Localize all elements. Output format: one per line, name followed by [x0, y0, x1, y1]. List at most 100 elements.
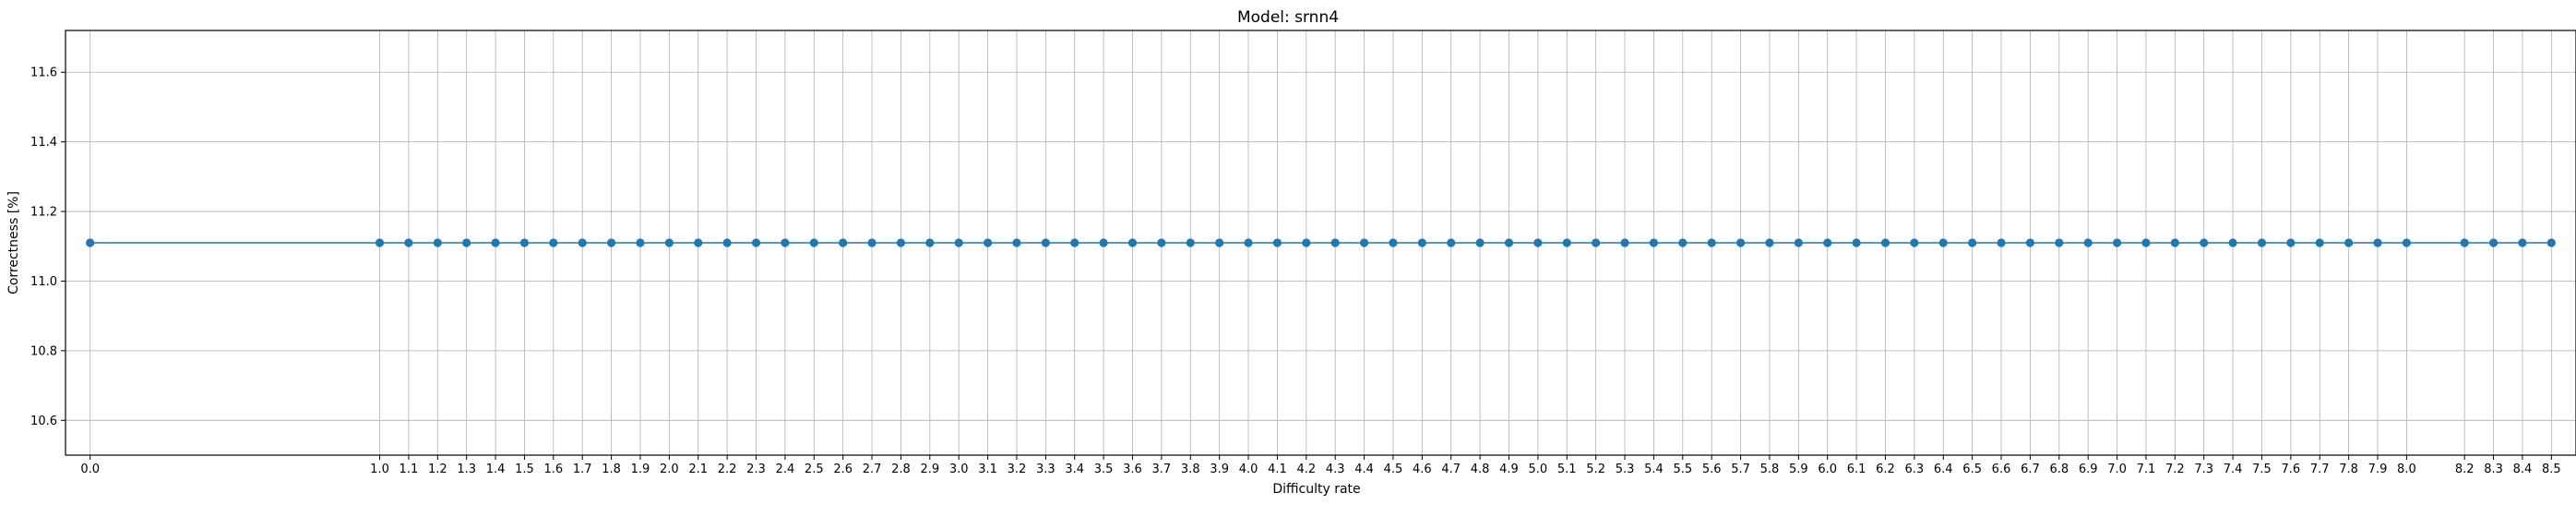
data-point-marker	[751, 238, 761, 247]
x-tick-label: 5.2	[1586, 463, 1605, 476]
data-point-marker	[1447, 238, 1456, 247]
series-marker-layer	[86, 238, 2556, 247]
x-tick-label: 7.6	[2282, 463, 2301, 476]
x-tick-label: 7.3	[2194, 463, 2213, 476]
data-point-marker	[1012, 238, 1021, 247]
x-tick-label: 6.0	[1818, 463, 1837, 476]
x-tick-label: 5.9	[1789, 463, 1808, 476]
x-tick-label: 3.1	[978, 463, 997, 476]
data-point-marker	[925, 238, 935, 247]
x-tick-label: 6.4	[1934, 463, 1953, 476]
data-point-marker	[606, 238, 616, 247]
x-tick-label: 3.3	[1036, 463, 1055, 476]
x-tick-label: 5.4	[1644, 463, 1664, 476]
data-point-marker	[1592, 238, 1601, 247]
data-point-marker	[1938, 238, 1948, 247]
x-tick-label: 1.9	[631, 463, 650, 476]
x-tick-label: 1.2	[428, 463, 447, 476]
x-tick-label: 7.5	[2252, 463, 2272, 476]
data-point-marker	[1330, 238, 1340, 247]
data-point-marker	[1880, 238, 1890, 247]
data-point-marker	[867, 238, 877, 247]
y-tick-label: 11.2	[30, 206, 57, 220]
data-point-marker	[549, 238, 558, 247]
data-point-marker	[1359, 238, 1369, 247]
x-tick-label: 3.7	[1152, 463, 1172, 476]
x-tick-label: 4.4	[1354, 463, 1374, 476]
data-point-marker	[1099, 238, 1108, 247]
x-tick-label: 7.8	[2339, 463, 2358, 476]
data-point-marker	[2286, 238, 2296, 247]
data-point-marker	[519, 238, 530, 247]
y-tick-label: 11.4	[30, 136, 57, 150]
x-axis-ticks: 0.0 1.0 1.1 1.2 1.3 1.4 1.5 1.6 1.7 1.8 1.9 2.0 2.1 2…	[80, 455, 2561, 476]
x-tick-label: 5.8	[1760, 463, 1780, 476]
x-tick-label: 3.5	[1094, 463, 1114, 476]
data-point-marker	[1272, 238, 1282, 247]
x-tick-label: 5.0	[1529, 463, 1548, 476]
data-point-marker	[636, 238, 645, 247]
x-tick-label: 4.0	[1239, 463, 1258, 476]
x-tick-label: 3.4	[1065, 463, 1084, 476]
x-tick-label: 1.5	[515, 463, 534, 476]
x-tick-label: 5.1	[1557, 463, 1577, 476]
data-point-marker	[1157, 238, 1166, 247]
data-point-marker	[1678, 238, 1688, 247]
data-point-marker	[1997, 238, 2006, 247]
data-point-marker	[2546, 238, 2556, 247]
x-tick-label: 2.1	[688, 463, 708, 476]
x-tick-label: 4.9	[1499, 463, 1519, 476]
x-tick-label: 6.3	[1905, 463, 1925, 476]
x-tick-label: 1.1	[400, 463, 419, 476]
data-point-marker	[2112, 238, 2122, 247]
x-tick-label: 6.1	[1847, 463, 1866, 476]
data-point-marker	[2083, 238, 2093, 247]
x-tick-label: 2.8	[891, 463, 911, 476]
data-point-marker	[1041, 238, 1050, 247]
x-tick-label: 4.1	[1268, 463, 1287, 476]
data-point-marker	[1823, 238, 1832, 247]
data-point-marker	[462, 238, 471, 247]
x-tick-label: 5.3	[1616, 463, 1635, 476]
data-point-marker	[2141, 238, 2151, 247]
y-tick-label: 11.6	[30, 66, 57, 80]
data-point-marker	[1070, 238, 1079, 247]
data-point-marker	[578, 238, 587, 247]
y-tick-label: 10.6	[30, 415, 57, 428]
x-tick-label: 4.3	[1326, 463, 1345, 476]
y-axis-ticks: 10.6 10.8 11.0 11.2 11.4 11.6	[30, 66, 66, 428]
data-point-marker	[1186, 238, 1195, 247]
x-tick-label: 5.7	[1731, 463, 1750, 476]
x-tick-label: 6.8	[2049, 463, 2069, 476]
data-point-marker	[1389, 238, 1398, 247]
x-tick-label: 4.5	[1384, 463, 1403, 476]
x-tick-label: 1.4	[486, 463, 506, 476]
data-point-marker	[1852, 238, 1861, 247]
x-tick-label: 2.3	[746, 463, 766, 476]
x-tick-label: 1.6	[543, 463, 563, 476]
x-tick-label: 3.8	[1181, 463, 1200, 476]
data-point-marker	[2257, 238, 2267, 247]
y-axis-title: Correctness [%]	[6, 191, 21, 295]
x-tick-label: 3.6	[1123, 463, 1142, 476]
x-tick-label: 2.6	[833, 463, 853, 476]
data-point-marker	[1302, 238, 1311, 247]
x-tick-label: 7.0	[2107, 463, 2127, 476]
data-point-marker	[983, 238, 993, 247]
data-point-marker	[2344, 238, 2354, 247]
x-tick-label: 3.2	[1008, 463, 1027, 476]
data-point-marker	[896, 238, 906, 247]
x-tick-label: 0.0	[80, 463, 100, 476]
data-point-marker	[1533, 238, 1543, 247]
data-point-marker	[1735, 238, 1746, 247]
data-point-marker	[781, 238, 790, 247]
x-tick-label: 8.0	[2397, 463, 2416, 476]
data-point-marker	[839, 238, 848, 247]
data-point-marker	[2170, 238, 2179, 247]
data-point-marker	[2373, 238, 2382, 247]
data-point-marker	[1215, 238, 1224, 247]
plot-area-frame	[65, 30, 2576, 456]
data-point-marker	[1765, 238, 1774, 247]
